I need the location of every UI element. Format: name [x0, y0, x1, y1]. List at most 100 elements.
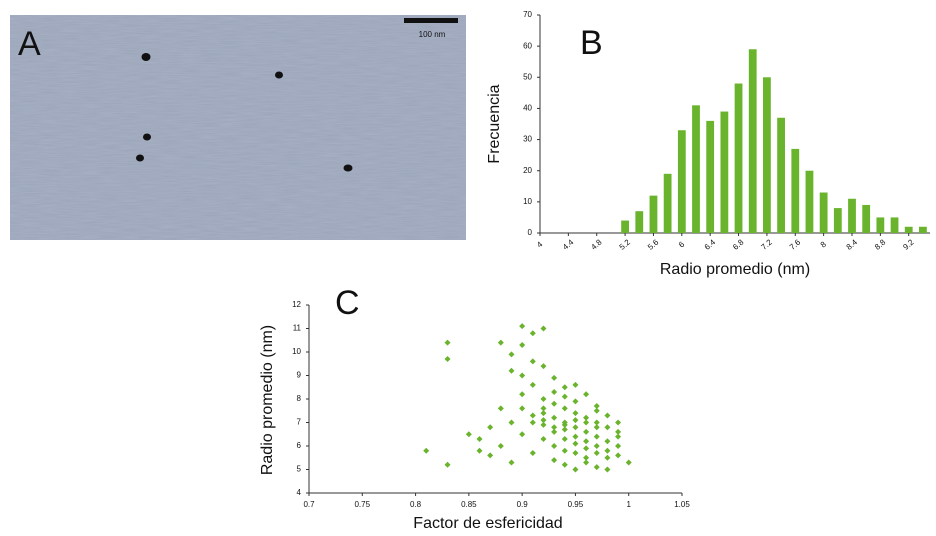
point [625, 459, 632, 466]
point [572, 381, 579, 388]
point [561, 384, 568, 391]
y-tick-label: 10 [292, 347, 301, 356]
point [572, 398, 579, 405]
point [540, 410, 547, 417]
x-tick-label: 6 [677, 239, 687, 249]
point [540, 363, 547, 370]
point [572, 410, 579, 417]
bar [848, 198, 856, 233]
x-tick-label: 0.8 [410, 500, 422, 509]
x-tick-label: 0.9 [517, 500, 529, 509]
bar [706, 120, 715, 233]
point [540, 405, 547, 412]
point [583, 414, 590, 421]
bar [720, 111, 729, 233]
point [561, 447, 568, 454]
point [561, 393, 568, 400]
x-tick-label: 0.85 [461, 500, 477, 509]
y-tick-label: 4 [297, 488, 302, 497]
point [583, 454, 590, 461]
point [551, 414, 558, 421]
point [593, 419, 600, 426]
x-tick-label: 0.95 [568, 500, 584, 509]
point [540, 396, 547, 402]
y-tick-label: 60 [523, 41, 532, 50]
bar [663, 173, 672, 233]
x-tick-label: 0.75 [354, 500, 370, 509]
y-tick-label: 40 [523, 104, 532, 113]
point [561, 426, 568, 433]
point [572, 424, 579, 431]
x-tick-label: 4.4 [561, 237, 576, 251]
point [551, 424, 558, 431]
point [444, 356, 451, 363]
x-tick-label: 4 [535, 239, 545, 249]
point [583, 459, 590, 466]
bar [819, 192, 828, 233]
point [529, 412, 536, 419]
x-tick-label: 5.2 [618, 237, 633, 251]
point [497, 405, 504, 412]
y-tick-label: 50 [523, 72, 532, 81]
bar [763, 77, 771, 234]
x-axis-title: Radio promedio (nm) [660, 261, 810, 278]
x-tick-label: 4.8 [589, 237, 604, 251]
point [444, 339, 451, 346]
bar [904, 226, 913, 233]
point [583, 445, 590, 452]
bar [919, 226, 927, 233]
point [529, 381, 536, 388]
point [593, 403, 600, 410]
point [593, 464, 600, 471]
bar [805, 170, 814, 233]
y-axis-title: Frecuencia [486, 84, 503, 163]
point [551, 428, 558, 435]
point [497, 339, 504, 346]
y-tick-label: 0 [528, 228, 533, 237]
point [551, 388, 558, 395]
point [529, 419, 536, 426]
point [487, 452, 494, 459]
point [540, 421, 547, 428]
x-tick-label: 8.8 [873, 237, 888, 251]
point [604, 412, 611, 419]
point [572, 440, 579, 447]
x-tick-label: 8 [819, 239, 829, 249]
y-tick-label: 7 [297, 418, 302, 427]
point [540, 325, 547, 332]
point [519, 391, 526, 398]
micrograph [10, 15, 466, 240]
point [604, 466, 611, 473]
point [604, 438, 611, 445]
point [540, 417, 547, 424]
point [604, 447, 611, 454]
point [508, 367, 515, 374]
point [593, 424, 600, 431]
point [583, 428, 590, 435]
point [444, 461, 451, 468]
point [519, 405, 526, 412]
panel-label: A [18, 25, 41, 63]
bar [890, 217, 899, 233]
y-tick-label: 30 [523, 135, 532, 144]
point [572, 466, 579, 473]
point [487, 424, 494, 431]
bar [635, 211, 644, 233]
y-tick-label: 20 [523, 166, 532, 175]
x-tick-label: 7.2 [760, 237, 775, 251]
bar [677, 130, 686, 233]
y-axis-title: Radio promedio (nm) [259, 325, 276, 475]
x-tick-label: 1 [626, 500, 631, 509]
panel-label: C [335, 284, 360, 322]
point [593, 450, 600, 457]
point [476, 435, 483, 442]
x-tick-label: 1.05 [674, 500, 690, 509]
panel-label: B [580, 24, 603, 62]
point [508, 351, 515, 358]
y-tick-label: 8 [297, 394, 302, 403]
point [519, 323, 526, 330]
x-tick-label: 9.2 [901, 237, 916, 251]
y-tick-label: 12 [292, 300, 301, 309]
point [615, 433, 622, 440]
